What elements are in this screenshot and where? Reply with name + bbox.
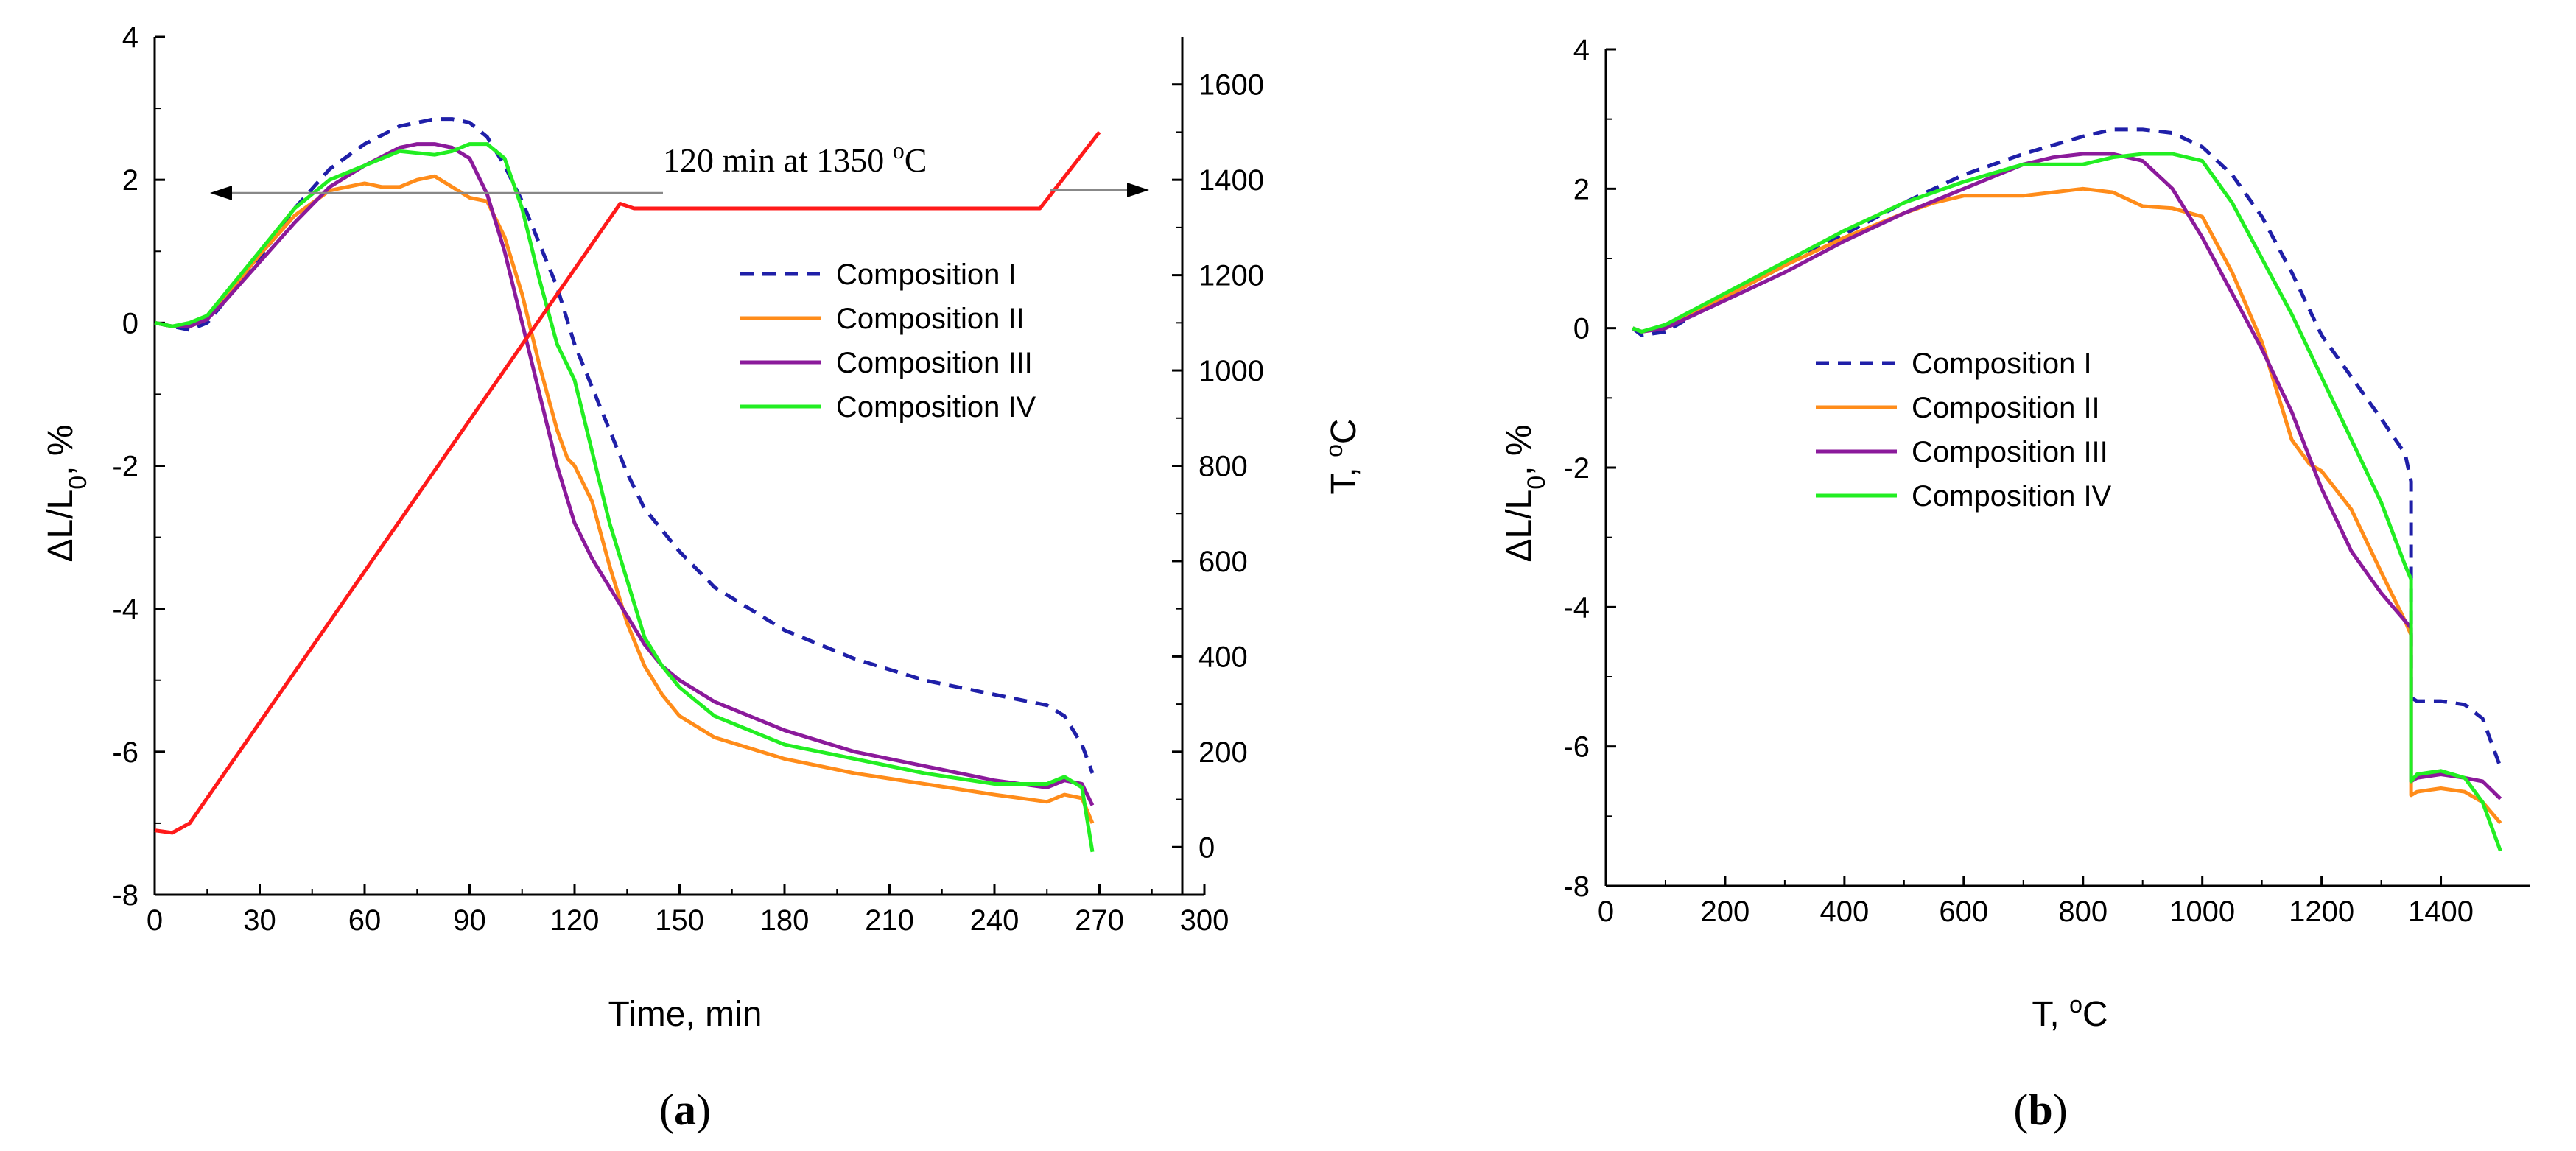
y-tick-label: -2 bbox=[1563, 452, 1590, 485]
x-tick-label: 210 bbox=[865, 904, 914, 937]
x-tick-label: 270 bbox=[1075, 904, 1124, 937]
y-tick-label: 4 bbox=[122, 21, 138, 54]
panel-a-annotation: 120 min at 1350 oC bbox=[210, 137, 1149, 200]
panel-b-series bbox=[1631, 127, 2502, 852]
x-tick-label: 300 bbox=[1180, 904, 1229, 937]
legend-label: Composition III bbox=[836, 347, 1033, 379]
y2-tick-label: 1000 bbox=[1198, 355, 1264, 387]
series-t bbox=[154, 130, 1101, 835]
y-tick-label: -2 bbox=[112, 451, 138, 483]
panel-a-y2label: T, oC bbox=[1321, 418, 1364, 494]
x-tick-label: 150 bbox=[655, 904, 704, 937]
series-composition-i bbox=[154, 117, 1095, 774]
y-tick-label: 0 bbox=[1573, 313, 1590, 345]
x-tick-label: 60 bbox=[348, 904, 382, 937]
series-composition-iii bbox=[154, 142, 1095, 806]
legend-label: Composition IV bbox=[1912, 480, 2112, 513]
panel-b-chart: 0 200 400 600 800 1000 1200 1400 -8 -6 -4 -2 0 2 4 Com… bbox=[1500, 34, 2530, 1134]
y2-tick-label: 200 bbox=[1198, 736, 1248, 769]
x-tick-label: 1000 bbox=[2169, 895, 2235, 928]
panel-a-legend: Composition I Composition II Composition I… bbox=[740, 258, 1036, 423]
panel-a-label: (a) bbox=[659, 1085, 711, 1134]
x-tick-label: 180 bbox=[760, 904, 810, 937]
y-tick-label: -8 bbox=[112, 879, 138, 912]
series-composition-ii bbox=[154, 174, 1095, 824]
x-tick-label: 1200 bbox=[2289, 895, 2354, 928]
x-tick-label: 800 bbox=[2058, 895, 2108, 928]
panel-a-xlabel: Time, min bbox=[608, 995, 762, 1034]
x-tick-label: 200 bbox=[1701, 895, 1750, 928]
x-tick-label: 30 bbox=[243, 904, 276, 937]
annotation-text: 120 min at 1350 oC bbox=[663, 137, 927, 179]
y-tick-label: 0 bbox=[122, 307, 138, 339]
x-tick-label: 240 bbox=[970, 904, 1019, 937]
x-tick-label: 1400 bbox=[2408, 895, 2474, 928]
panel-b-xlabel: T, oC bbox=[2032, 991, 2108, 1034]
legend-label: Composition II bbox=[836, 303, 1025, 335]
panel-a-chart: 0 30 60 90 120 150 180 210 240 270 300-8-6-4-20240… bbox=[41, 21, 1364, 1134]
x-tick-label: 90 bbox=[453, 904, 486, 937]
y2-tick-label: 800 bbox=[1198, 451, 1248, 483]
x-tick-label: 0 bbox=[147, 904, 163, 937]
panel-b-axes: 0 200 400 600 800 1000 1200 1400 -8 -6 -4 -2 0 2 4 bbox=[1563, 34, 2530, 928]
series-composition-iv bbox=[1632, 152, 2502, 852]
right-arrow-head bbox=[1127, 183, 1149, 197]
y-tick-label: 2 bbox=[1573, 173, 1590, 205]
left-arrow-head bbox=[210, 186, 232, 200]
series-composition-iv bbox=[154, 142, 1095, 853]
panel-b-label: (b) bbox=[2013, 1085, 2067, 1134]
panel-a-series bbox=[154, 117, 1101, 853]
legend-label: Composition I bbox=[1912, 348, 2092, 380]
y-tick-label: -6 bbox=[112, 736, 138, 769]
legend-label: Composition IV bbox=[836, 391, 1036, 423]
y-tick-label: -8 bbox=[1563, 870, 1590, 903]
legend-label: Composition I bbox=[836, 258, 1017, 291]
panel-a-axes: 0 30 60 90 120 150 180 210 240 270 300-8-6-4-20240… bbox=[112, 21, 1264, 937]
x-tick-label: 400 bbox=[1819, 895, 1869, 928]
panel-b-ylabel: ΔL/L0, % bbox=[1500, 424, 1551, 562]
y2-tick-label: 1600 bbox=[1198, 69, 1264, 102]
x-tick-label: 120 bbox=[550, 904, 600, 937]
y2-tick-label: 0 bbox=[1198, 831, 1215, 864]
y2-tick-label: 1400 bbox=[1198, 164, 1264, 197]
x-tick-label: 0 bbox=[1598, 895, 1614, 928]
y-tick-label: -4 bbox=[112, 594, 138, 626]
y-tick-label: -4 bbox=[1563, 591, 1590, 624]
y2-tick-label: 600 bbox=[1198, 546, 1248, 578]
x-tick-label: 600 bbox=[1939, 895, 1988, 928]
y2-tick-label: 400 bbox=[1198, 641, 1248, 673]
panel-b-legend: Composition I Composition II Composition I… bbox=[1816, 348, 2112, 513]
legend-label: Composition III bbox=[1912, 436, 2108, 468]
y-tick-label: 4 bbox=[1573, 34, 1590, 66]
panel-a-ylabel: ΔL/L0, % bbox=[41, 424, 92, 562]
y2-tick-label: 1200 bbox=[1198, 260, 1264, 292]
y-tick-label: -6 bbox=[1563, 731, 1590, 764]
y-tick-label: 2 bbox=[122, 164, 138, 197]
legend-label: Composition II bbox=[1912, 392, 2100, 424]
